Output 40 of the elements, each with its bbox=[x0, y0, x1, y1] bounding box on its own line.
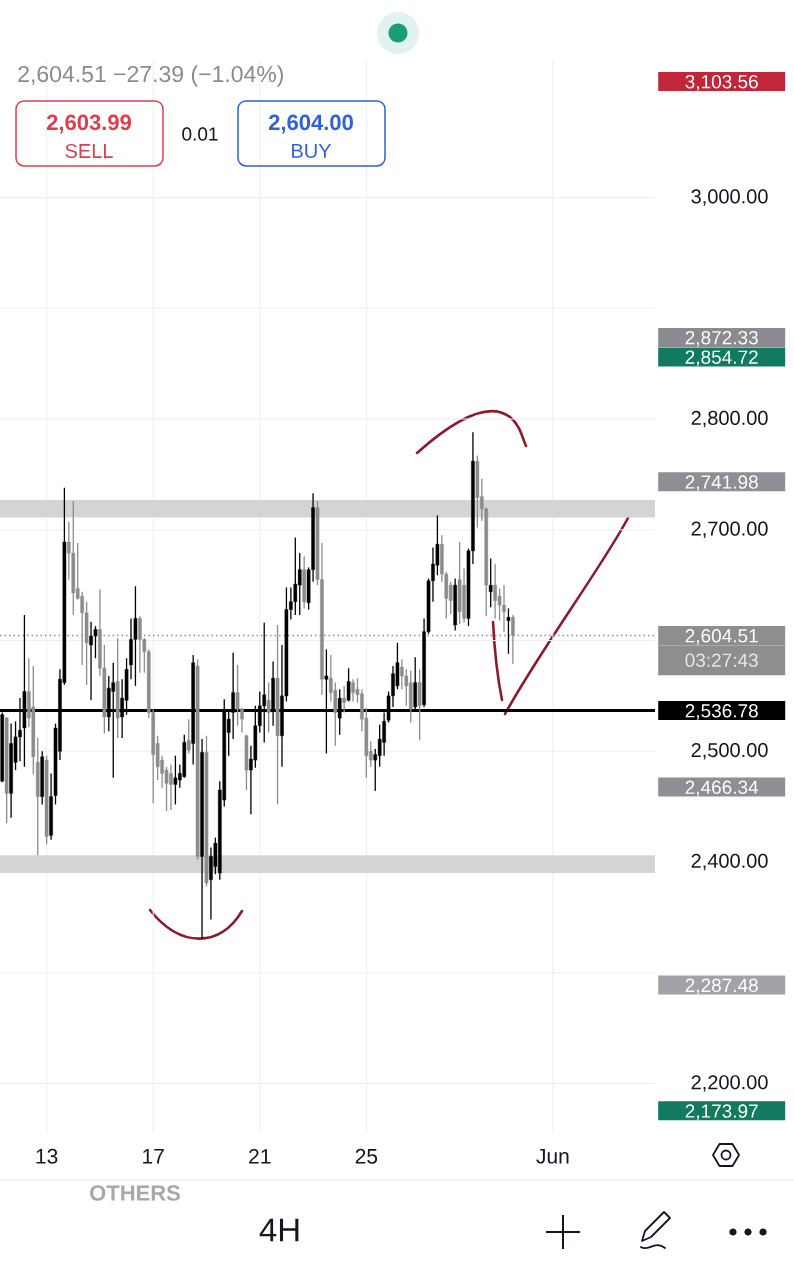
text: 03:27:43 bbox=[685, 653, 758, 667]
annotation: 2,604.00 bbox=[268, 114, 353, 134]
annotation: 2,603.99 bbox=[46, 114, 131, 134]
x-tick-label: 21 bbox=[249, 1148, 271, 1164]
text: OTHERS bbox=[90, 1185, 180, 1201]
x-tick-label: Jun bbox=[536, 1148, 569, 1164]
candlestick bbox=[186, 718, 191, 755]
y-tick-label: 2,500.00 bbox=[691, 743, 768, 760]
candlestick bbox=[173, 755, 178, 806]
candlestick bbox=[488, 557, 493, 608]
x-tick-label: 25 bbox=[355, 1148, 378, 1164]
text: 2,854.72 bbox=[685, 350, 758, 367]
text: 2,741.98 bbox=[685, 475, 758, 492]
annotation: SELL bbox=[65, 143, 113, 159]
candlestick bbox=[506, 607, 511, 655]
annotation: BUY bbox=[292, 144, 332, 158]
y-tick-label: 2,800.00 bbox=[691, 410, 768, 428]
y-tick-label: 2,700.00 bbox=[691, 521, 768, 539]
text: 4H bbox=[259, 1218, 299, 1242]
candlestick bbox=[133, 585, 138, 687]
candlestick bbox=[293, 536, 298, 616]
ref-line-label: 2,536.78 bbox=[685, 704, 758, 720]
chart-subtitle: 2,604.51 −27.39 (−1.04%) bbox=[18, 65, 283, 87]
annotation: 0.01 bbox=[182, 127, 218, 141]
y-tick-label: 3,000.00 bbox=[691, 189, 768, 206]
text: 3,103.56 bbox=[685, 74, 758, 91]
candlestick bbox=[333, 681, 338, 747]
text: 2,173.97 bbox=[685, 1104, 758, 1121]
candlestick bbox=[266, 681, 271, 734]
ref-line-label: 2,604.51 bbox=[685, 629, 758, 645]
candlestick bbox=[342, 685, 346, 714]
text: 2,466.34 bbox=[685, 780, 759, 797]
candlestick bbox=[346, 667, 351, 703]
candlestick bbox=[417, 668, 422, 741]
y-tick-label: 2,400.00 bbox=[691, 853, 768, 871]
x-tick-label: 13 bbox=[36, 1148, 58, 1164]
x-tick-label: 17 bbox=[143, 1149, 164, 1164]
y-tick-label: 2,200.00 bbox=[691, 1075, 768, 1092]
text: 2,872.33 bbox=[685, 330, 758, 347]
text: 2,287.48 bbox=[685, 978, 758, 995]
